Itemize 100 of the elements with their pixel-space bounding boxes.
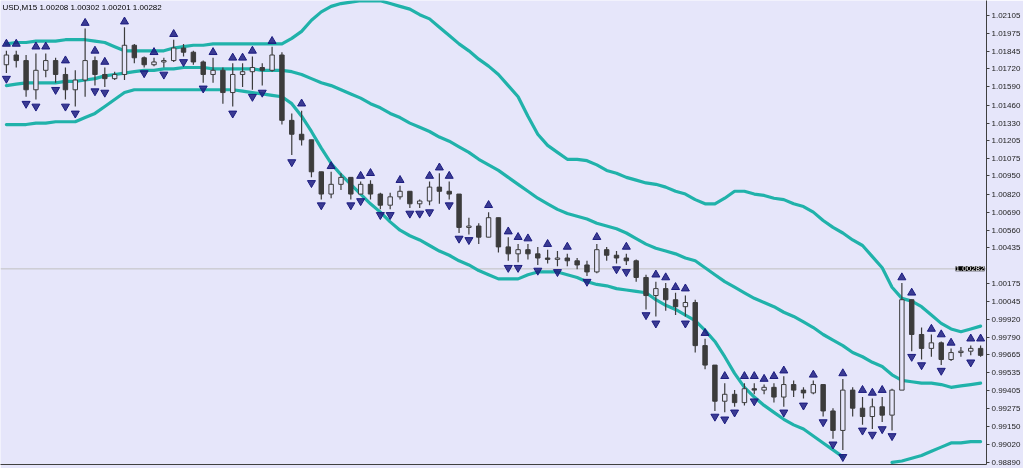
point <box>552 269 562 278</box>
point <box>513 264 523 273</box>
point <box>238 52 248 61</box>
point <box>247 93 257 102</box>
point <box>484 200 494 208</box>
point <box>149 47 159 56</box>
point <box>749 398 759 407</box>
y-tick-label: 1.00560 <box>991 225 1021 235</box>
point <box>346 202 356 211</box>
point <box>641 312 651 321</box>
y-tick-label: 0.99920 <box>991 314 1021 324</box>
candlestick <box>781 375 787 408</box>
point <box>966 333 976 342</box>
candlestick <box>426 180 433 206</box>
point <box>523 233 533 242</box>
candlestick <box>535 246 541 266</box>
point <box>100 56 110 65</box>
point <box>257 89 267 98</box>
y-tick-label: 1.00175 <box>991 279 1021 289</box>
y-tick-label: 1.01205 <box>991 136 1021 146</box>
point <box>838 368 848 377</box>
point <box>326 161 336 170</box>
point <box>858 384 868 393</box>
candlestick <box>397 185 403 201</box>
candlestick <box>328 171 334 199</box>
point <box>90 45 100 54</box>
candlestick <box>476 222 482 245</box>
point <box>769 371 779 380</box>
point <box>316 202 326 211</box>
point <box>976 333 986 342</box>
candlestick <box>269 46 275 73</box>
point <box>612 266 621 275</box>
point <box>385 212 395 221</box>
point <box>464 237 474 246</box>
candlestick <box>466 217 472 235</box>
point <box>159 71 169 80</box>
point <box>946 337 956 346</box>
point <box>936 367 946 376</box>
point <box>425 209 435 218</box>
point <box>90 88 100 97</box>
candlestick <box>525 243 531 261</box>
point <box>41 41 51 50</box>
point <box>779 365 789 374</box>
candlestick <box>33 53 39 101</box>
point <box>749 371 759 380</box>
point <box>562 241 572 250</box>
point <box>917 362 927 371</box>
point <box>651 320 661 329</box>
point <box>680 283 690 292</box>
candlestick <box>289 112 295 156</box>
y-tick-label: 1.01590 <box>991 82 1021 92</box>
candlestick <box>849 386 856 418</box>
point <box>100 89 110 98</box>
point <box>415 210 425 219</box>
candlestick <box>485 211 492 238</box>
candlestick <box>52 57 59 84</box>
y-tick-label: 1.02105 <box>991 10 1021 20</box>
candlestick <box>210 57 216 84</box>
point <box>80 17 90 26</box>
candlestick <box>830 407 836 440</box>
point <box>926 323 936 332</box>
candlestick <box>3 50 10 74</box>
candlestick <box>367 179 374 201</box>
point <box>356 198 366 207</box>
point <box>198 85 208 94</box>
candlestick <box>918 326 925 361</box>
candlestick <box>702 338 708 370</box>
point <box>592 232 602 240</box>
candlestick <box>220 66 226 105</box>
point <box>31 103 41 112</box>
point <box>936 329 946 338</box>
point <box>208 47 218 56</box>
point <box>119 16 129 25</box>
candlestick <box>879 396 885 423</box>
candlestick <box>633 258 639 283</box>
point <box>661 272 671 281</box>
y-tick-label: 1.01720 <box>991 64 1021 74</box>
point <box>267 35 277 44</box>
point <box>454 235 464 244</box>
candlestick <box>62 66 69 101</box>
point <box>651 269 661 278</box>
ref-line-label: 1.00282 <box>955 264 986 274</box>
point <box>356 170 366 179</box>
candlestick <box>515 243 521 263</box>
point <box>503 226 513 235</box>
y-tick-label: 0.99405 <box>991 386 1021 396</box>
point <box>434 162 444 171</box>
candlestick <box>436 172 443 205</box>
candlestick <box>249 55 256 91</box>
point <box>818 419 828 428</box>
y-tick-label: 1.01460 <box>991 100 1021 110</box>
point <box>11 38 21 47</box>
point <box>759 373 769 382</box>
candlestick <box>662 282 669 312</box>
y-tick-label: 0.98890 <box>991 457 1021 467</box>
candlestick <box>92 55 98 87</box>
point <box>60 103 70 112</box>
candlestick <box>446 180 452 201</box>
point <box>297 98 307 107</box>
point <box>533 267 543 276</box>
